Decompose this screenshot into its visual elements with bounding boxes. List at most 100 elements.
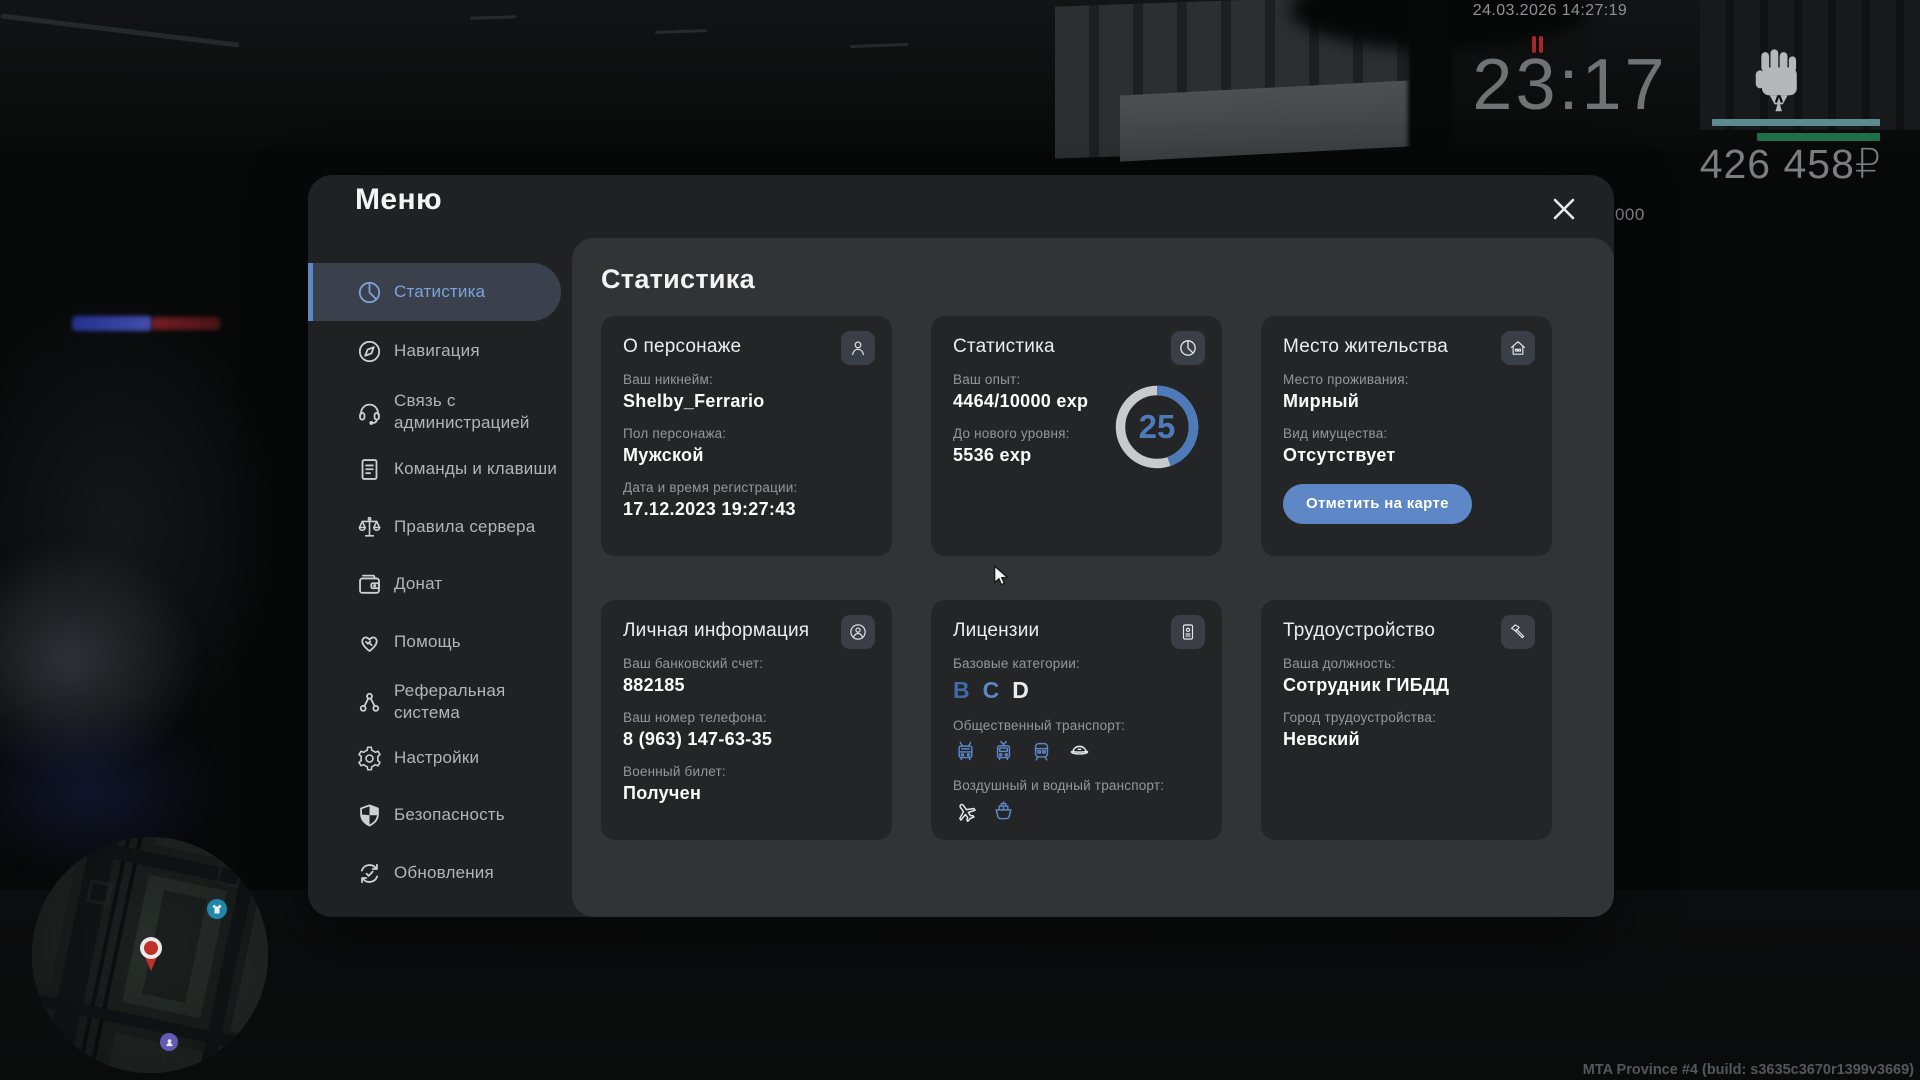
house-icon: [1501, 331, 1535, 365]
sidebar-item-server-rules[interactable]: Правила сервера: [308, 510, 561, 544]
license-row: [953, 739, 1200, 764]
gear-icon: [354, 743, 384, 773]
headset-icon: [354, 397, 384, 427]
license-category-B: B: [953, 677, 970, 703]
field-label: Город трудоустройства:: [1283, 710, 1437, 725]
field-label: Ваш никнейм:: [623, 372, 713, 387]
content-title: Статистика: [601, 264, 755, 294]
license-category-C: C: [982, 677, 1000, 703]
card-statistics: Статистика Ваш опыт: 4464/10000 exp До ново…: [931, 316, 1222, 556]
sidebar-item-commands-keys[interactable]: Команды и клавиши: [308, 446, 561, 492]
person-icon: [841, 331, 875, 365]
sidebar-item-help[interactable]: Помощь: [308, 625, 561, 659]
menu-content-panel: Статистика О персонаже Ваш никнейм: Shelby…: [572, 238, 1614, 917]
sidebar-item-referral-system[interactable]: Реферальная система: [308, 679, 561, 725]
card-title: Статистика: [953, 336, 1055, 357]
police-lightbar-blue: [72, 316, 152, 331]
active-indicator: [308, 263, 313, 321]
card-employment: Трудоустройство Ваша должность: Сотрудник …: [1261, 600, 1552, 840]
cap-license-icon: [1067, 739, 1092, 764]
sidebar-item-statistics[interactable]: Статистика: [308, 263, 561, 321]
sidebar-item-donate[interactable]: Донат: [308, 567, 561, 601]
card-about-character: О персонаже Ваш никнейм: Shelby_Ferrario По…: [601, 316, 892, 556]
plane-license-icon: [953, 799, 978, 824]
sidebar-item-label: Реферальная система: [394, 681, 506, 722]
field-label: Ваш опыт:: [953, 372, 1021, 387]
menu-title: Меню: [355, 183, 443, 216]
menu-window: Меню Статистика Навигация Связь с админист…: [308, 175, 1614, 917]
shield-icon: [354, 800, 384, 830]
field-value: Отсутствует: [1283, 445, 1396, 465]
field-label: Пол персонажа:: [623, 426, 727, 441]
minimap: [32, 837, 268, 1073]
player-destination-pin: [140, 937, 162, 971]
field-value: Мужской: [623, 445, 704, 465]
field-label: Дата и время регистрации:: [623, 480, 798, 495]
mark-on-map-button[interactable]: Отметить на карте: [1283, 484, 1472, 524]
sidebar-item-navigation[interactable]: Навигация: [308, 334, 561, 368]
sidebar-item-label: Команды и клавиши: [394, 459, 558, 479]
pie-chart-icon: [354, 277, 384, 307]
id-card-icon: [1171, 615, 1205, 649]
tram-license-icon: [991, 739, 1016, 764]
card-title: Личная информация: [623, 620, 810, 641]
sidebar-item-label: Связь с администрацией: [394, 391, 530, 432]
train-license-icon: [1029, 739, 1054, 764]
sidebar-item-label: Статистика: [394, 282, 486, 302]
field-label: Ваш номер телефона:: [623, 710, 767, 725]
field-value: Shelby_Ferrario: [623, 391, 765, 411]
section-label: Общественный транспорт:: [953, 718, 1126, 733]
sidebar-item-label: Навигация: [394, 341, 480, 361]
sidebar-item-label: Помощь: [394, 632, 461, 652]
tree-trunk: [1408, 0, 1452, 160]
heart-hands-icon: [354, 627, 384, 657]
field-value: 17.12.2023 19:27:43: [623, 499, 796, 519]
field-label: Место проживания:: [1283, 372, 1409, 387]
menu-sidebar: Статистика Навигация Связь с администрацие…: [308, 175, 572, 917]
clothing-shop-marker: [207, 899, 227, 919]
field-value: 8 (963) 147-63-35: [623, 729, 773, 749]
field-value: 5536 exp: [953, 445, 1032, 465]
pie-chart-icon: [1171, 331, 1205, 365]
police-lightbar-red: [152, 317, 220, 330]
section-label: Базовые категории:: [953, 656, 1080, 671]
field-value: 882185: [623, 675, 685, 695]
sidebar-item-settings[interactable]: Настройки: [308, 741, 561, 775]
section-label: Воздушный и водный транспорт:: [953, 778, 1165, 793]
field-label: Ваша должность:: [1283, 656, 1396, 671]
exp-progress-ring: [1115, 385, 1199, 469]
field-label: Вид имущества:: [1283, 426, 1388, 441]
card-title: Место жительства: [1283, 336, 1449, 357]
sidebar-item-label: Безопасность: [394, 805, 505, 825]
sidebar-item-label: Правила сервера: [394, 517, 536, 537]
field-value: Получен: [623, 783, 702, 803]
field-label: Военный билет:: [623, 764, 726, 779]
license-row: [953, 799, 1200, 824]
document-icon: [354, 454, 384, 484]
sidebar-item-label: Обновления: [394, 863, 494, 883]
ship-license-icon: [991, 799, 1016, 824]
field-value: 4464/10000 exp: [953, 391, 1089, 411]
road: [0, 0, 1920, 150]
card-title: О персонаже: [623, 336, 742, 357]
field-label: Ваш банковский счет:: [623, 656, 764, 671]
field-label: До нового уровня:: [953, 426, 1070, 441]
wallet-icon: [354, 569, 384, 599]
field-value: Невский: [1283, 729, 1360, 749]
network-icon: [354, 687, 384, 717]
sidebar-item-updates[interactable]: Обновления: [308, 856, 561, 890]
sidebar-item-label: Донат: [394, 574, 443, 594]
hammer-icon: [1501, 615, 1535, 649]
server-build-watermark: MTA Province #4 (build: s3635c3670r1399v…: [1582, 1062, 1914, 1078]
card-residence: Место жительства Место проживания: Мирный В…: [1261, 316, 1552, 556]
stats-cards-grid: О персонаже Ваш никнейм: Shelby_Ferrario По…: [601, 316, 1552, 840]
close-icon[interactable]: [1546, 191, 1582, 227]
card-title: Трудоустройство: [1283, 620, 1436, 641]
sidebar-item-admin-contact[interactable]: Связь с администрацией: [308, 389, 561, 435]
sidebar-item-security[interactable]: Безопасность: [308, 798, 561, 832]
service-marker: [160, 1033, 178, 1051]
compass-icon: [354, 336, 384, 366]
exp-ring-level: 25: [1138, 408, 1176, 445]
